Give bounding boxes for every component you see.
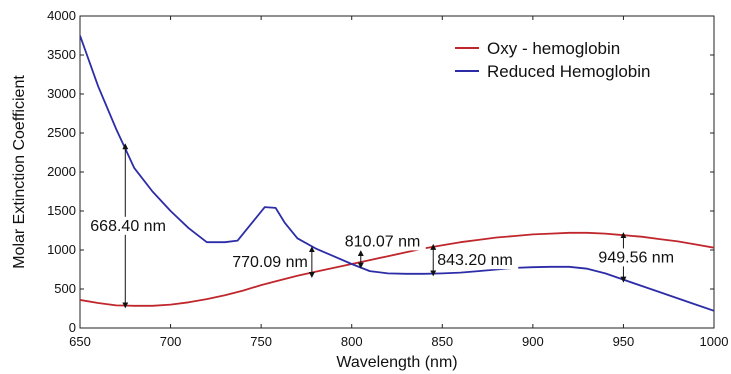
annotation-label: 810.07 nm [345, 233, 421, 250]
annotation-label-bg [89, 216, 172, 235]
y-tick-label: 3500 [47, 47, 76, 62]
y-tick-label: 4000 [47, 8, 76, 23]
annotation-label: 668.40 nm [90, 218, 166, 235]
y-tick-label: 1500 [47, 203, 76, 218]
x-tick-label: 850 [431, 334, 453, 349]
legend-label-reduced: Reduced Hemoglobin [487, 62, 651, 81]
x-tick-label: 800 [341, 334, 363, 349]
y-tick-label: 500 [54, 281, 76, 296]
annotation-label-bg [436, 251, 519, 270]
annotation-label: 770.09 nm [232, 254, 308, 271]
y-tick-label: 2000 [47, 164, 76, 179]
x-tick-label: 1000 [700, 334, 729, 349]
x-axis-ticks: 650 700 750 800 850 900 950 1000 [69, 16, 728, 349]
x-axis-label: Wavelength (nm) [336, 354, 457, 371]
y-axis-ticks: 0 500 1000 1500 2000 2500 3000 3500 4000 [47, 8, 714, 335]
legend-label-oxy: Oxy - hemoglobin [487, 39, 620, 58]
legend: Oxy - hemoglobin Reduced Hemoglobin [455, 39, 651, 81]
annotation-label: 949.56 nm [598, 249, 674, 266]
y-axis-label: Molar Extinction Coefficient [11, 75, 28, 269]
x-tick-label: 700 [160, 334, 182, 349]
annotations: 668.40 nm 770.09 nm 810.07 nm 843.20 nm 949.… [89, 143, 680, 309]
annotation-label-bg [597, 248, 680, 267]
series-line-0 [80, 231, 714, 307]
y-tick-label: 1000 [47, 242, 76, 257]
x-tick-label: 900 [522, 334, 544, 349]
y-tick-label: 0 [69, 320, 76, 335]
annotation-label-bg [343, 232, 426, 251]
x-tick-label: 650 [69, 334, 91, 349]
annotation-label-bg [226, 253, 309, 272]
annotation-label: 843.20 nm [437, 252, 513, 269]
y-tick-label: 3000 [47, 86, 76, 101]
series-group [80, 35, 714, 312]
series-line-1 [80, 35, 714, 312]
x-tick-label: 950 [613, 334, 635, 349]
y-tick-label: 2500 [47, 125, 76, 140]
x-tick-label: 750 [250, 334, 272, 349]
